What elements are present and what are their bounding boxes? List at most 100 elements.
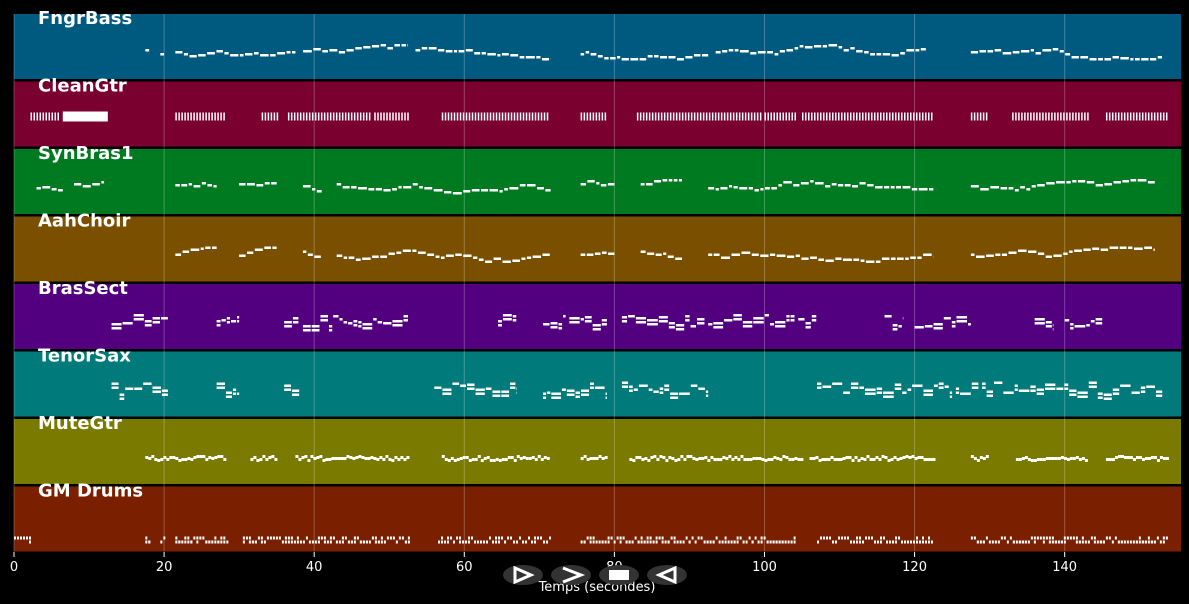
note-segment-4-5 [543,315,566,330]
x-tick-label-1: 20 [156,560,173,575]
track-label-5: TenorSax [38,346,131,367]
note-segment-3-2 [302,250,321,258]
note-segment-4-10 [884,315,904,331]
note-segment-5-7 [955,382,979,395]
note-segment-7-4 [242,536,410,544]
rewind-icon [655,565,677,585]
x-tick-label-0: 0 [10,560,18,575]
labels-layer: FngrBass CleanGtr SynBras1 AahChoir BrasSect… [38,8,143,502]
note-segment-7-0 [14,536,31,544]
track-label-6: MuteGtr [38,413,122,434]
note-segment-4-4 [498,314,517,327]
note-segment-5-8 [982,381,1163,400]
note-segment-5-1 [216,382,240,398]
fast-forward-icon [562,566,586,584]
note-segment-4-2 [284,317,299,328]
note-segment-0-2 [175,50,296,58]
note-segment-4-3 [302,315,409,332]
note-segment-6-4 [580,455,608,461]
notes-layer [14,44,1169,544]
x-tick-label-3: 60 [456,560,473,575]
stop-button[interactable] [599,565,639,585]
play-button-bg [503,565,543,585]
play-button[interactable] [503,565,543,585]
track-band-3 [14,216,1181,282]
note-segment-6-1 [250,455,278,462]
note-segment-7-3 [175,536,229,544]
note-segment-6-6 [809,455,936,462]
note-segment-5-6 [817,382,953,398]
note-segment-0-0 [145,49,150,52]
note-segment-1-1 [62,111,108,122]
note-segment-0-4 [415,47,551,61]
note-segment-7-1 [145,536,151,544]
track-label-7: GM Drums [38,481,143,502]
note-segment-2-8 [708,180,934,192]
note-segment-7-7 [817,536,934,544]
note-segment-1-8 [636,112,762,121]
grid-layer [13,14,1066,552]
note-segment-1-3 [261,112,279,121]
note-segment-6-0 [145,455,227,462]
note-segment-5-0 [111,382,168,400]
x-axis: 020406080100120140 [10,552,1077,575]
note-segment-3-6 [708,251,934,263]
note-segment-1-13 [1105,112,1168,121]
note-segment-2-6 [580,180,615,187]
note-segment-6-3 [441,455,550,462]
fast-forward-button[interactable] [551,565,591,585]
x-tick-label-5: 100 [752,560,777,575]
note-segment-1-0 [30,112,60,121]
note-segment-2-7 [640,179,682,186]
stop-icon [609,570,629,580]
note-segment-1-12 [1012,112,1089,121]
note-segment-6-5 [629,455,804,462]
track-label-3: AahChoir [38,211,130,232]
rewind-button-bg [647,565,687,585]
note-segment-5-4 [543,382,607,399]
note-segment-1-5 [374,112,409,121]
note-segment-3-7 [970,246,1155,258]
note-segment-5-2 [284,384,300,396]
track-band-5 [14,351,1181,417]
note-segment-4-12 [1034,318,1054,331]
note-segment-2-0 [36,186,63,192]
note-segment-6-2 [295,455,410,462]
note-segment-7-2 [160,536,166,544]
note-segment-2-1 [74,181,105,188]
play-icon [513,565,535,585]
note-segment-6-9 [1105,455,1169,462]
note-segment-4-13 [1064,318,1103,330]
note-segment-0-5 [580,51,709,61]
track-band-0 [14,14,1181,79]
note-segment-3-4 [580,251,615,256]
note-segment-0-1 [160,53,165,56]
note-segment-3-5 [640,250,682,260]
note-segment-4-7 [621,315,705,331]
tracks-layer [14,14,1181,552]
note-segment-2-5 [336,183,551,195]
note-segment-6-7 [970,455,989,462]
note-segment-4-8 [708,314,795,329]
track-band-4 [14,284,1181,349]
track-band-6 [14,419,1181,484]
x-tick-label-6: 120 [902,560,927,575]
note-segment-2-3 [239,182,277,187]
note-segment-1-9 [764,112,796,121]
note-segment-1-6 [441,112,549,121]
note-segment-3-1 [239,246,277,257]
track-label-2: SynBras1 [38,143,134,164]
player-controls [503,565,687,585]
track-label-0: FngrBass [38,8,132,29]
note-segment-0-3 [302,44,409,54]
note-segment-3-3 [336,249,550,263]
x-axis-title: Temps (secondes) [538,580,656,595]
note-segment-1-2 [175,112,225,121]
note-segment-1-10 [802,112,933,121]
note-segment-2-9 [970,179,1155,192]
note-segment-0-6 [715,44,926,57]
note-segment-2-4 [302,185,322,193]
x-tick-label-2: 40 [306,560,323,575]
rewind-button[interactable] [647,565,687,585]
